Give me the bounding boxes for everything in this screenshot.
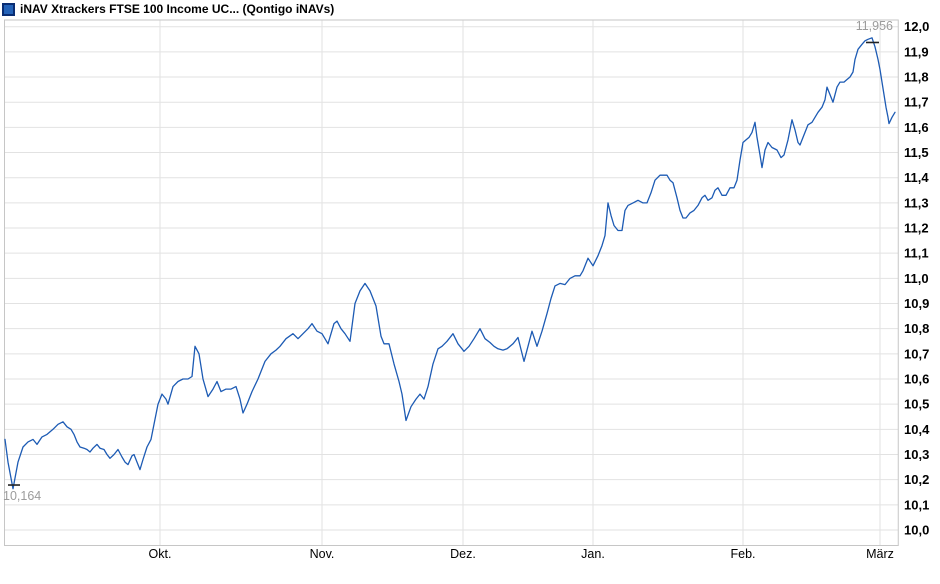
y-axis-label: 10,3 [904, 447, 929, 462]
x-axis-label: Dez. [450, 547, 476, 561]
y-axis-label: 11,5 [904, 145, 929, 160]
y-axis-label: 11,9 [904, 44, 929, 59]
x-axis-label: Okt. [149, 547, 172, 561]
max-value-label: 11,956 [856, 19, 893, 33]
x-axis-label: Nov. [310, 547, 335, 561]
y-axis-label: 11,6 [904, 120, 929, 135]
y-axis-label: 10,1 [904, 497, 929, 512]
y-axis-label: 11,1 [904, 246, 929, 261]
y-axis-label: 10,6 [904, 372, 929, 387]
chart-title: iNAV Xtrackers FTSE 100 Income UC... (Qo… [20, 2, 335, 16]
y-axis-label: 10,2 [904, 472, 929, 487]
y-axis-label: 10,9 [904, 296, 929, 311]
y-axis-label: 11,0 [904, 271, 929, 286]
y-axis-label: 12,0 [904, 19, 929, 34]
y-axis-label: 10,7 [904, 346, 929, 361]
chart-legend: iNAV Xtrackers FTSE 100 Income UC... (Qo… [2, 1, 334, 17]
min-value-label: 10,164 [3, 489, 41, 503]
price-line [4, 37, 896, 490]
y-axis-label: 11,4 [904, 170, 929, 185]
y-axis-label: 10,8 [904, 321, 929, 336]
plot-border [4, 19, 899, 546]
y-axis-label: 11,7 [904, 95, 929, 110]
x-axis-label: März [866, 547, 894, 561]
series-legend-swatch [2, 2, 15, 16]
y-axis-label: 11,8 [904, 70, 929, 85]
y-axis-label: 10,5 [904, 397, 929, 412]
x-axis-label: Feb. [730, 547, 755, 561]
y-axis-label: 11,3 [904, 195, 929, 210]
gridlines [4, 20, 899, 546]
y-axis-label: 11,2 [904, 221, 929, 236]
y-axis-label: 10,0 [904, 523, 929, 538]
y-axis-label: 10,4 [904, 422, 930, 437]
x-axis-label: Jan. [581, 547, 605, 561]
